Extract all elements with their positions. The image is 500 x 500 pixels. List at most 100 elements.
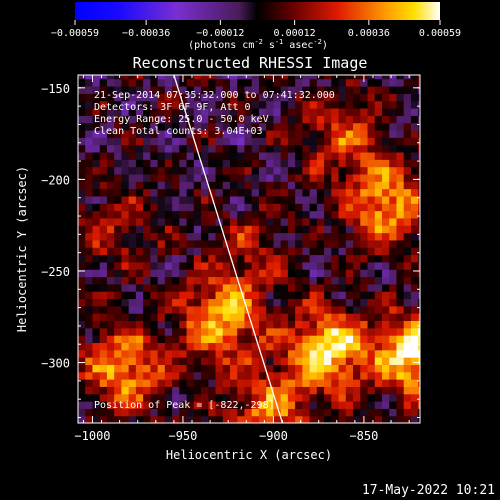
heatmap-cell (302, 357, 311, 365)
heatmap-cell (92, 159, 101, 168)
heatmap-cell (222, 371, 231, 380)
heatmap-cell (135, 298, 144, 307)
heatmap-cell (208, 159, 217, 168)
heatmap-cell (135, 217, 144, 226)
heatmap-cell (295, 203, 303, 212)
heatmap-cell (324, 225, 332, 234)
heatmap-cell (280, 313, 289, 322)
heatmap-cell (186, 401, 195, 409)
heatmap-cell (78, 239, 86, 248)
heatmap-cell (230, 225, 238, 234)
heatmap-cell (295, 166, 303, 175)
heatmap-cell (128, 320, 137, 329)
heatmap-cell (92, 217, 101, 226)
heatmap-cell (280, 159, 289, 168)
heatmap-cell (99, 320, 108, 329)
heatmap-cell (121, 137, 130, 146)
heatmap-cell (150, 122, 159, 131)
heatmap-cell (338, 327, 347, 336)
heatmap-cell (179, 335, 188, 344)
heatmap-cell (382, 327, 390, 336)
heatmap-cell (418, 298, 420, 307)
heatmap-cell (128, 254, 137, 263)
heatmap-cell (172, 217, 180, 226)
heatmap-cell (353, 386, 361, 395)
heatmap-cell (128, 408, 137, 417)
heatmap-cell (389, 195, 398, 204)
heatmap-cell (201, 195, 209, 204)
heatmap-cell (418, 144, 420, 153)
heatmap-cell (309, 379, 318, 387)
heatmap-cell (244, 254, 253, 263)
heatmap-cell (287, 320, 296, 329)
heatmap-cell (85, 239, 94, 248)
heatmap-cell (418, 371, 420, 380)
heatmap-cell (403, 371, 412, 380)
heatmap-cell (316, 144, 325, 153)
heatmap-cell (99, 276, 108, 285)
heatmap-cell (258, 415, 267, 423)
heatmap-cell (382, 305, 390, 314)
heatmap-cell (360, 232, 369, 241)
heatmap-cell (302, 100, 311, 109)
heatmap-cell (208, 298, 217, 307)
heatmap-cell (389, 122, 398, 131)
heatmap-cell (237, 144, 246, 153)
heatmap-cell (338, 232, 347, 241)
heatmap-cell (324, 195, 332, 204)
heatmap-cell (99, 379, 108, 387)
heatmap-cell (150, 357, 159, 365)
heatmap-cell (106, 115, 115, 124)
heatmap-cell (193, 75, 202, 80)
heatmap-cell (382, 415, 390, 423)
heatmap-cell (222, 217, 231, 226)
heatmap-cell (92, 305, 101, 314)
heatmap-cell (273, 261, 282, 270)
heatmap-cell (164, 115, 173, 124)
heatmap-cell (208, 210, 217, 219)
heatmap-cell (106, 283, 115, 292)
heatmap-cell (396, 261, 405, 270)
heatmap-cell (403, 195, 412, 204)
heatmap-cell (230, 137, 238, 146)
heatmap-cell (382, 232, 390, 241)
heatmap-cell (353, 239, 361, 248)
heatmap-cell (179, 159, 188, 168)
heatmap-cell (316, 129, 325, 138)
heatmap-cell (230, 217, 238, 226)
heatmap-cell (258, 371, 267, 380)
heatmap-cell (193, 217, 202, 226)
heatmap-cell (201, 386, 209, 395)
heatmap-cell (99, 327, 108, 336)
heatmap-cell (244, 386, 253, 395)
heatmap-cell (410, 364, 419, 373)
heatmap-cell (237, 225, 246, 234)
heatmap-cell (186, 247, 195, 256)
heatmap-cell (396, 210, 405, 219)
heatmap-cell (367, 239, 376, 248)
heatmap-cell (280, 327, 289, 336)
heatmap-cell (251, 371, 260, 380)
heatmap-cell (106, 100, 115, 109)
heatmap-cell (230, 269, 238, 278)
heatmap-cell (367, 217, 376, 226)
heatmap-cell (266, 181, 275, 190)
heatmap-cell (331, 276, 340, 285)
heatmap-cell (309, 181, 318, 190)
heatmap-cell (396, 115, 405, 124)
heatmap-cell (302, 261, 311, 270)
heatmap-cell (389, 217, 398, 226)
heatmap-cell (186, 181, 195, 190)
heatmap-cell (157, 335, 166, 344)
heatmap-cell (99, 181, 108, 190)
heatmap-cell (121, 210, 130, 219)
heatmap-cell (186, 137, 195, 146)
heatmap-cell (172, 379, 180, 387)
heatmap-cell (78, 181, 86, 190)
heatmap-cell (230, 75, 238, 80)
heatmap-cell (237, 159, 246, 168)
heatmap-cell (360, 137, 369, 146)
heatmap-cell (389, 261, 398, 270)
heatmap-cell (410, 313, 419, 322)
heatmap-cell (338, 107, 347, 116)
